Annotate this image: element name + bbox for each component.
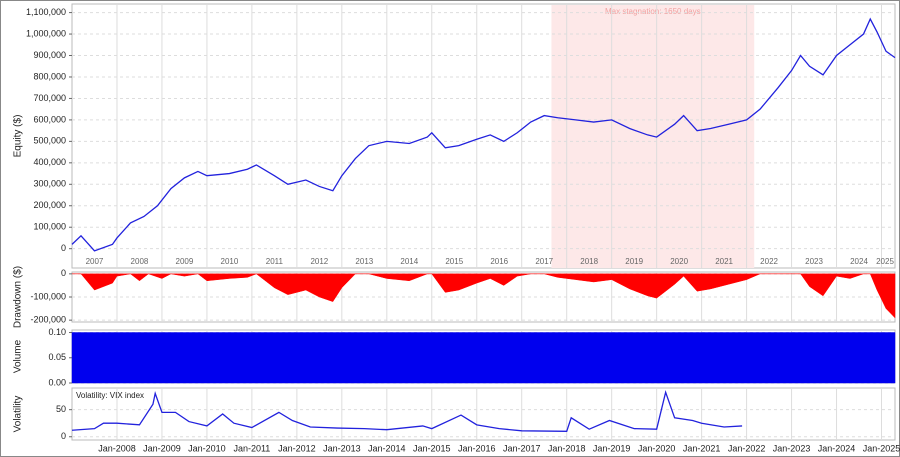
y-tick-label: 900,000 (33, 50, 66, 60)
year-label: 2017 (535, 257, 553, 266)
year-label: 2024 (850, 257, 868, 266)
y-tick-label: 700,000 (33, 93, 66, 103)
year-label: 2012 (310, 257, 328, 266)
year-label: 2009 (176, 257, 194, 266)
y-tick-label: 400,000 (33, 157, 66, 167)
year-label: 2014 (400, 257, 418, 266)
y-axis-label: Drawdown ($) (13, 266, 24, 328)
y-tick-label: 0 (61, 243, 66, 253)
year-label: 2021 (715, 257, 733, 266)
x-tick-label: Jan-2025 (863, 443, 900, 453)
x-tick-label: Jan-2013 (323, 443, 361, 453)
y-tick-label: 600,000 (33, 114, 66, 124)
year-label: 2008 (131, 257, 149, 266)
x-tick-label: Jan-2009 (143, 443, 181, 453)
x-tick-label: Jan-2021 (683, 443, 721, 453)
x-tick-label: Jan-2008 (98, 443, 136, 453)
year-label: 2022 (760, 257, 778, 266)
y-tick-label: -100,000 (30, 291, 66, 301)
x-tick-label: Jan-2014 (368, 443, 406, 453)
year-label: 2010 (221, 257, 239, 266)
stagnation-label: Max stagnation: 1650 days (605, 7, 701, 16)
y-tick-label: 500,000 (33, 136, 66, 146)
panel-title: Volatility: VIX index (76, 391, 144, 400)
y-axis-label: Volume (13, 339, 24, 373)
y-tick-label: 1,000,000 (26, 28, 66, 38)
year-label: 2025 (876, 257, 894, 266)
x-tick-label: Jan-2024 (818, 443, 856, 453)
year-label: 2023 (805, 257, 823, 266)
x-tick-label: Jan-2022 (728, 443, 766, 453)
y-tick-label: 100,000 (33, 222, 66, 232)
x-tick-label: Jan-2019 (593, 443, 631, 453)
area (72, 273, 896, 319)
panel (71, 387, 896, 441)
year-label: 2020 (670, 257, 688, 266)
year-label: 2018 (580, 257, 598, 266)
y-tick-label: 0 (61, 431, 66, 441)
equity-line (71, 390, 743, 432)
panel (71, 3, 896, 269)
year-label: 2011 (266, 257, 284, 266)
year-label: 2016 (490, 257, 508, 266)
y-tick-label: 300,000 (33, 179, 66, 189)
y-tick-label: 0 (61, 268, 66, 278)
x-tick-label: Jan-2017 (503, 443, 541, 453)
year-label: 2007 (86, 257, 104, 266)
y-tick-label: 200,000 (33, 200, 66, 210)
x-tick-label: Jan-2012 (278, 443, 316, 453)
y-tick-label: 0.05 (48, 352, 66, 362)
equity-line (71, 17, 896, 252)
x-tick-label: Jan-2011 (233, 443, 270, 453)
y-tick-label: 50 (56, 404, 66, 414)
x-tick-label: Jan-2016 (458, 443, 496, 453)
x-tick-label: Jan-2015 (413, 443, 451, 453)
x-tick-label: Jan-2010 (188, 443, 226, 453)
y-tick-label: 0.10 (48, 327, 66, 337)
y-tick-label: 800,000 (33, 71, 66, 81)
y-axis-label: Equity ($) (13, 115, 24, 158)
year-label: 2015 (445, 257, 463, 266)
y-tick-label: 1,100,000 (26, 7, 66, 17)
x-tick-label: Jan-2023 (773, 443, 811, 453)
x-tick-label: Jan-2018 (548, 443, 586, 453)
year-label: 2013 (355, 257, 373, 266)
area (71, 332, 896, 384)
y-tick-label: 0.00 (48, 377, 66, 387)
year-label: 2019 (625, 257, 643, 266)
x-tick-label: Jan-2020 (638, 443, 676, 453)
y-tick-label: -200,000 (30, 315, 66, 325)
y-axis-label: Volatility (13, 396, 24, 433)
